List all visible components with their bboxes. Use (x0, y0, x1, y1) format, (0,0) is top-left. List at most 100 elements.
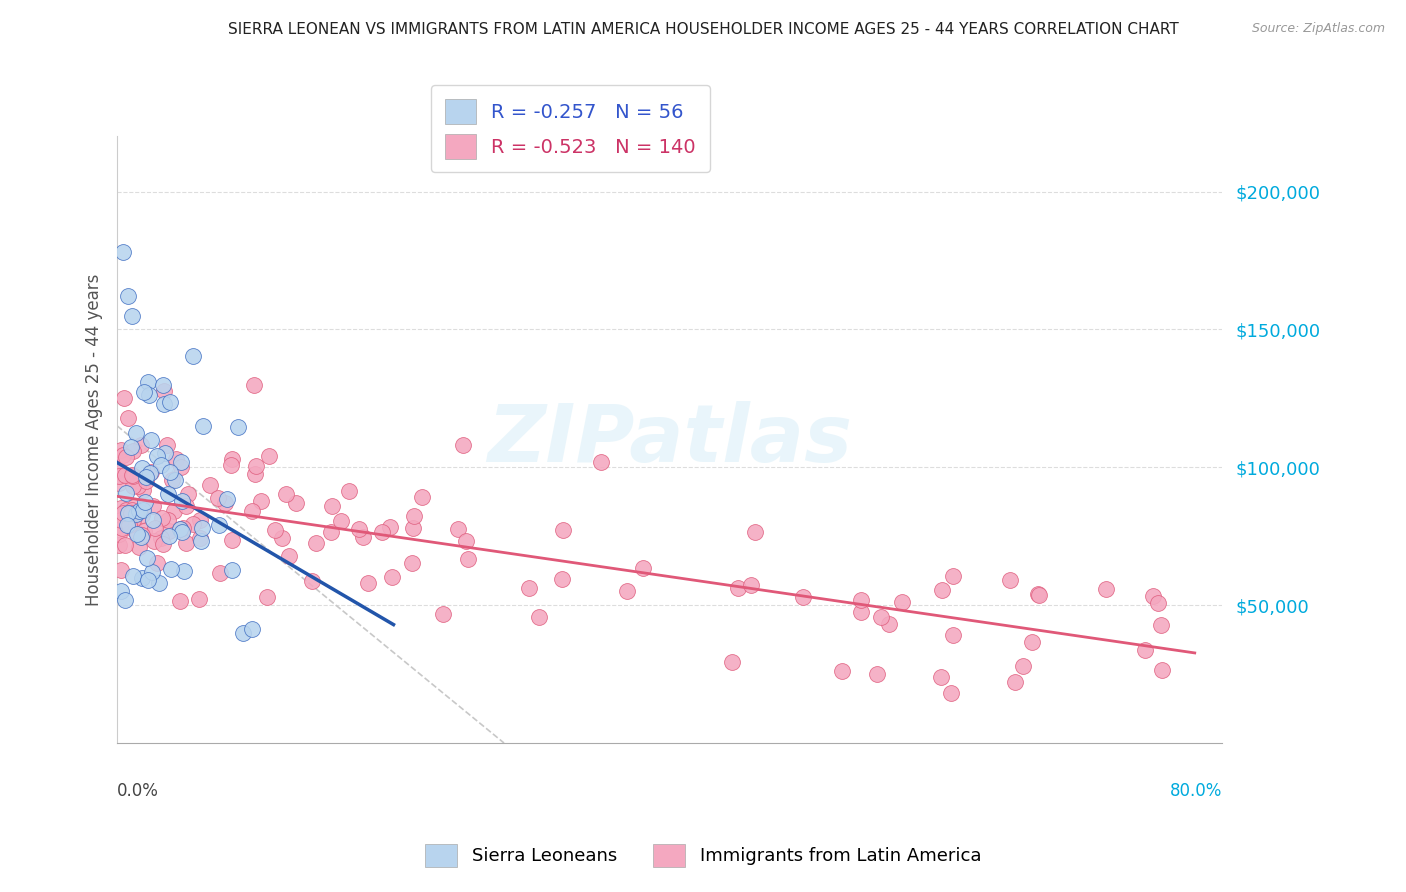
Point (371, 525, 394, 540)
Point (159, 394, 181, 409)
Point (169, 594, 191, 608)
Point (319, 524, 342, 539)
Point (136, 573, 159, 587)
Point (110, 563, 132, 577)
Point (589, 455, 612, 469)
Point (118, 517, 141, 532)
Point (404, 509, 426, 524)
Point (131, 530, 153, 544)
Point (214, 496, 236, 510)
Point (139, 467, 162, 481)
Point (851, 605, 873, 619)
Point (121, 569, 143, 583)
Point (148, 576, 170, 591)
Point (112, 392, 135, 406)
Point (381, 570, 404, 584)
Point (135, 470, 157, 484)
Point (122, 444, 145, 458)
Point (114, 468, 136, 483)
Point (330, 514, 353, 528)
Point (163, 473, 186, 487)
Point (191, 418, 214, 433)
Point (117, 506, 139, 520)
Point (1142, 589, 1164, 603)
Point (142, 500, 165, 514)
Point (169, 522, 191, 536)
Point (120, 507, 142, 521)
Point (152, 536, 174, 550)
Point (132, 483, 155, 497)
Point (110, 500, 132, 515)
Point (169, 522, 191, 536)
Point (139, 465, 162, 479)
Point (357, 576, 380, 591)
Point (1026, 586, 1049, 600)
Point (401, 556, 423, 570)
Point (208, 518, 231, 533)
Point (349, 523, 371, 537)
Point (451, 438, 474, 452)
Point (110, 521, 132, 535)
Point (165, 451, 187, 466)
Point (170, 460, 193, 475)
Point (250, 493, 273, 508)
Point (457, 551, 479, 566)
Point (274, 486, 297, 500)
Text: 80.0%: 80.0% (1170, 782, 1222, 800)
Point (120, 471, 142, 485)
Point (108, 476, 131, 491)
Point (115, 450, 138, 465)
Point (245, 459, 267, 474)
Point (141, 565, 163, 579)
Point (1150, 617, 1173, 632)
Point (1021, 635, 1043, 649)
Point (114, 485, 136, 500)
Point (121, 513, 143, 527)
Point (110, 584, 132, 599)
Point (243, 377, 266, 392)
Point (831, 665, 853, 679)
Point (138, 375, 160, 389)
Point (114, 537, 136, 551)
Point (1146, 596, 1168, 610)
Point (931, 582, 953, 597)
Point (125, 527, 148, 541)
Point (792, 591, 814, 605)
Legend: R = -0.257   N = 56, R = -0.523   N = 140: R = -0.257 N = 56, R = -0.523 N = 140 (432, 86, 710, 172)
Point (117, 289, 139, 303)
Point (121, 478, 143, 492)
Point (112, 506, 135, 520)
Point (1135, 643, 1157, 657)
Point (128, 540, 150, 554)
Point (191, 521, 214, 535)
Point (174, 500, 197, 514)
Point (173, 564, 195, 578)
Point (432, 607, 454, 621)
Point (150, 531, 173, 545)
Point (378, 520, 401, 534)
Point (143, 534, 166, 549)
Point (157, 513, 180, 527)
Point (145, 521, 167, 535)
Point (125, 508, 148, 522)
Point (215, 492, 238, 507)
Point (177, 487, 200, 501)
Point (998, 574, 1021, 588)
Point (207, 491, 229, 505)
Point (866, 667, 889, 681)
Point (114, 592, 136, 607)
Point (942, 569, 965, 583)
Point (111, 449, 134, 463)
Point (245, 467, 267, 481)
Point (633, 561, 655, 575)
Point (550, 573, 572, 587)
Point (337, 484, 360, 499)
Text: Source: ZipAtlas.com: Source: ZipAtlas.com (1251, 22, 1385, 36)
Point (527, 610, 550, 624)
Point (305, 535, 328, 549)
Point (226, 420, 249, 434)
Point (285, 496, 308, 510)
Point (172, 525, 194, 540)
Point (1150, 663, 1173, 677)
Point (190, 533, 212, 548)
